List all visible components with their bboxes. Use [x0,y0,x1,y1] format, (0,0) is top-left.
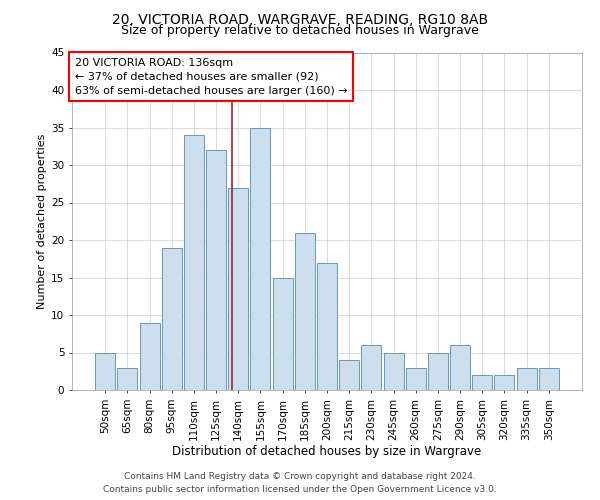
Text: 20, VICTORIA ROAD, WARGRAVE, READING, RG10 8AB: 20, VICTORIA ROAD, WARGRAVE, READING, RG… [112,12,488,26]
Bar [118,368,137,390]
Text: Contains HM Land Registry data © Crown copyright and database right 2024.
Contai: Contains HM Land Registry data © Crown c… [103,472,497,494]
Bar [450,345,470,390]
Bar [295,232,315,390]
Bar [228,188,248,390]
Bar [206,150,226,390]
Bar [539,368,559,390]
Text: 20 VICTORIA ROAD: 136sqm
← 37% of detached houses are smaller (92)
63% of semi-d: 20 VICTORIA ROAD: 136sqm ← 37% of detach… [74,58,347,96]
Bar [140,322,160,390]
Text: Size of property relative to detached houses in Wargrave: Size of property relative to detached ho… [121,24,479,37]
Bar [162,248,182,390]
Bar [339,360,359,390]
Bar [406,368,426,390]
Bar [517,368,536,390]
Bar [428,352,448,390]
Bar [361,345,382,390]
Bar [472,375,492,390]
Bar [272,278,293,390]
Bar [494,375,514,390]
Bar [184,135,204,390]
X-axis label: Distribution of detached houses by size in Wargrave: Distribution of detached houses by size … [172,446,482,458]
Y-axis label: Number of detached properties: Number of detached properties [37,134,47,309]
Bar [317,262,337,390]
Bar [250,128,271,390]
Bar [95,352,115,390]
Bar [383,352,404,390]
